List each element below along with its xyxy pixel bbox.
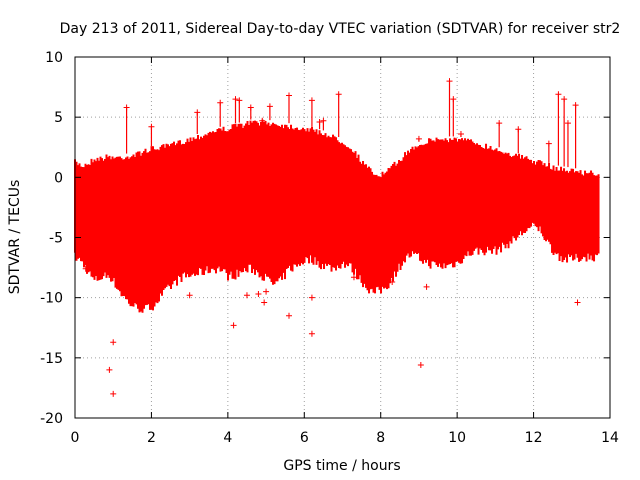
y-tick-label: -10: [40, 291, 63, 307]
outlier-point: [263, 288, 270, 295]
spike-point: [415, 135, 422, 142]
spike-point: [308, 97, 315, 104]
spike-point: [572, 102, 579, 109]
outlier-point: [110, 339, 117, 346]
x-tick-label: 12: [525, 430, 543, 446]
spike-point: [148, 123, 155, 130]
outlier-point: [423, 283, 430, 290]
spike-point: [564, 120, 571, 127]
spike-point: [247, 104, 254, 111]
y-tick-label: -20: [40, 411, 63, 427]
outlier-point: [243, 292, 250, 299]
outlier-point: [186, 292, 193, 299]
outlier-point: [417, 362, 424, 369]
spike-point: [496, 120, 503, 127]
x-tick-label: 14: [601, 430, 619, 446]
x-tick-label: 10: [448, 430, 466, 446]
outlier-point: [110, 390, 117, 397]
spike-point: [446, 78, 453, 85]
spike-point: [515, 126, 522, 133]
spike-point: [545, 140, 552, 147]
spike-point: [335, 91, 342, 98]
spike-point: [236, 97, 243, 104]
outlier-point: [308, 330, 315, 337]
spike-point: [194, 109, 201, 116]
spike-point: [232, 96, 239, 103]
x-tick-label: 6: [300, 430, 309, 446]
outlier-point: [82, 265, 89, 272]
spike-point: [259, 117, 266, 124]
spike-point: [320, 117, 327, 124]
outlier-point: [574, 299, 581, 306]
outlier-point: [389, 279, 396, 286]
outlier-point: [350, 274, 357, 281]
x-tick-label: 8: [376, 430, 385, 446]
outlier-point: [261, 299, 268, 306]
spike-point: [457, 131, 464, 138]
chart-title: Day 213 of 2011, Sidereal Day-to-day VTE…: [60, 21, 621, 37]
outlier-point: [230, 322, 237, 329]
y-tick-label: -15: [40, 351, 63, 367]
spike-point: [266, 103, 273, 110]
axis-ticks: 0 2 4 6 8 10 12 14 -20 -15 -10 -5 0 5 10: [40, 50, 619, 446]
spike-point: [286, 92, 292, 99]
spike-point: [123, 104, 130, 111]
spike-point: [217, 99, 224, 106]
outlier-point: [106, 366, 113, 373]
spike-point: [555, 91, 562, 98]
outlier-point: [337, 254, 344, 261]
x-tick-label: 0: [71, 430, 80, 446]
outlier-point: [308, 294, 315, 301]
x-tick-label: 2: [147, 430, 156, 446]
x-axis-label: GPS time / hours: [283, 458, 400, 474]
data-points: [74, 78, 600, 397]
spike-point: [316, 118, 323, 125]
y-tick-label: -5: [49, 231, 63, 247]
y-axis-label: SDTVAR / TECUs: [7, 180, 23, 295]
outlier-point: [286, 312, 292, 319]
y-tick-label: 0: [54, 170, 63, 186]
y-tick-label: 5: [54, 110, 63, 126]
outlier-point: [255, 291, 262, 298]
x-tick-label: 4: [223, 430, 232, 446]
spike-point: [450, 96, 457, 103]
y-tick-label: 10: [45, 50, 63, 66]
spike-point: [561, 96, 568, 103]
